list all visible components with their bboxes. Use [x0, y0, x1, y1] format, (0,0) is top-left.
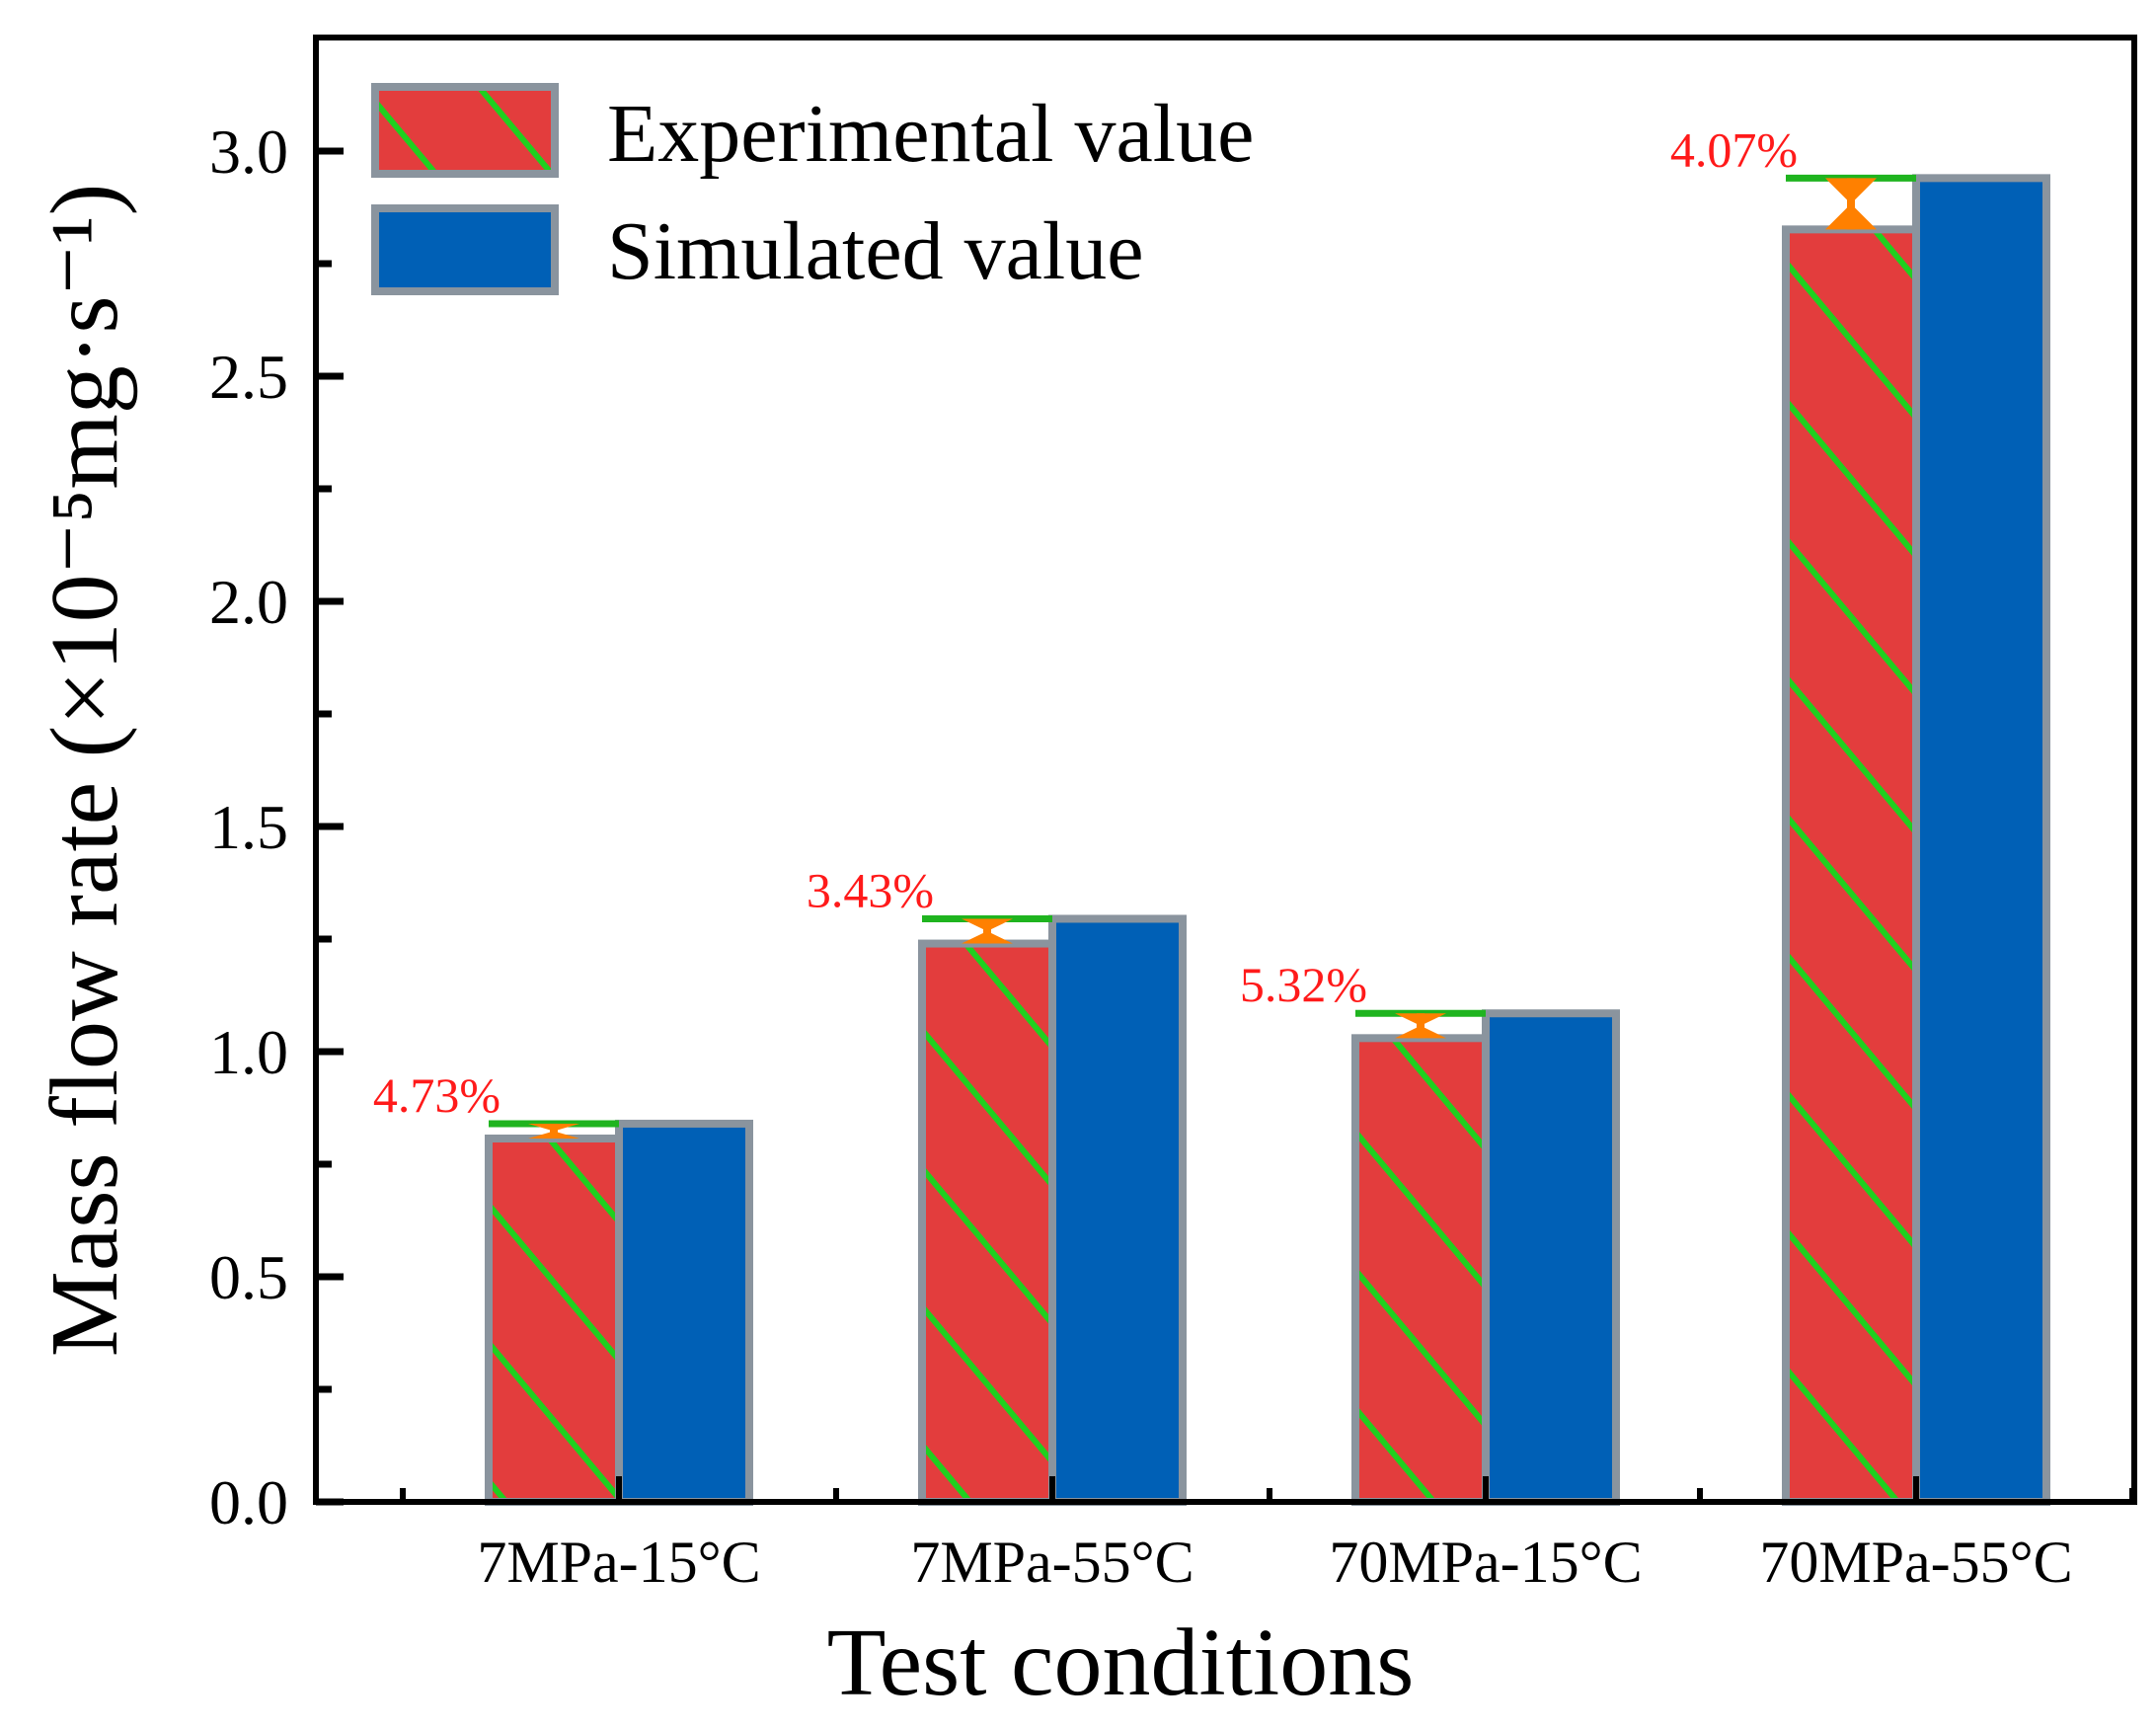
bar-experimental	[1782, 225, 1920, 1506]
bar-experimental	[485, 1135, 623, 1507]
bar-simulated	[1048, 914, 1187, 1506]
x-axis-title: Test conditions	[827, 1610, 1415, 1716]
error-percent-label: 4.07%	[1670, 121, 1798, 177]
legend-swatch-simulated	[371, 204, 559, 295]
x-tick-label: 70MPa-15°C	[1329, 1530, 1642, 1595]
bar-experimental	[918, 939, 1056, 1506]
y-tick-label: 1.0	[209, 1017, 288, 1087]
x-tick-label: 7MPa-15°C	[477, 1530, 760, 1595]
legend: Experimental value Simulated value	[371, 83, 1254, 297]
y-tick-label: 2.0	[209, 567, 288, 637]
y-tick-label: 0.5	[209, 1242, 288, 1312]
y-axis-title: Mass flow rate (×10⁻⁵mg·s⁻¹)	[32, 184, 138, 1357]
error-percent-label: 4.73%	[373, 1067, 500, 1123]
bar-experimental	[1351, 1034, 1490, 1506]
y-tick-label: 1.5	[209, 792, 288, 862]
error-percent-label: 3.43%	[807, 862, 934, 917]
legend-swatch-experimental	[371, 83, 559, 178]
x-tick-label: 70MPa-55°C	[1759, 1530, 2072, 1595]
bar-simulated	[1912, 174, 2050, 1507]
bar-simulated	[1482, 1009, 1620, 1506]
legend-label-simulated: Simulated value	[607, 205, 1144, 297]
x-tick-label: 7MPa-55°C	[910, 1530, 1194, 1595]
y-tick-label: 3.0	[209, 117, 288, 187]
bar-simulated	[615, 1119, 753, 1506]
y-tick-label: 0.0	[209, 1467, 288, 1537]
legend-label-experimental: Experimental value	[607, 88, 1254, 180]
y-tick-label: 2.5	[209, 342, 288, 412]
plot-frame	[313, 35, 2137, 1505]
error-percent-label: 5.32%	[1240, 957, 1367, 1012]
